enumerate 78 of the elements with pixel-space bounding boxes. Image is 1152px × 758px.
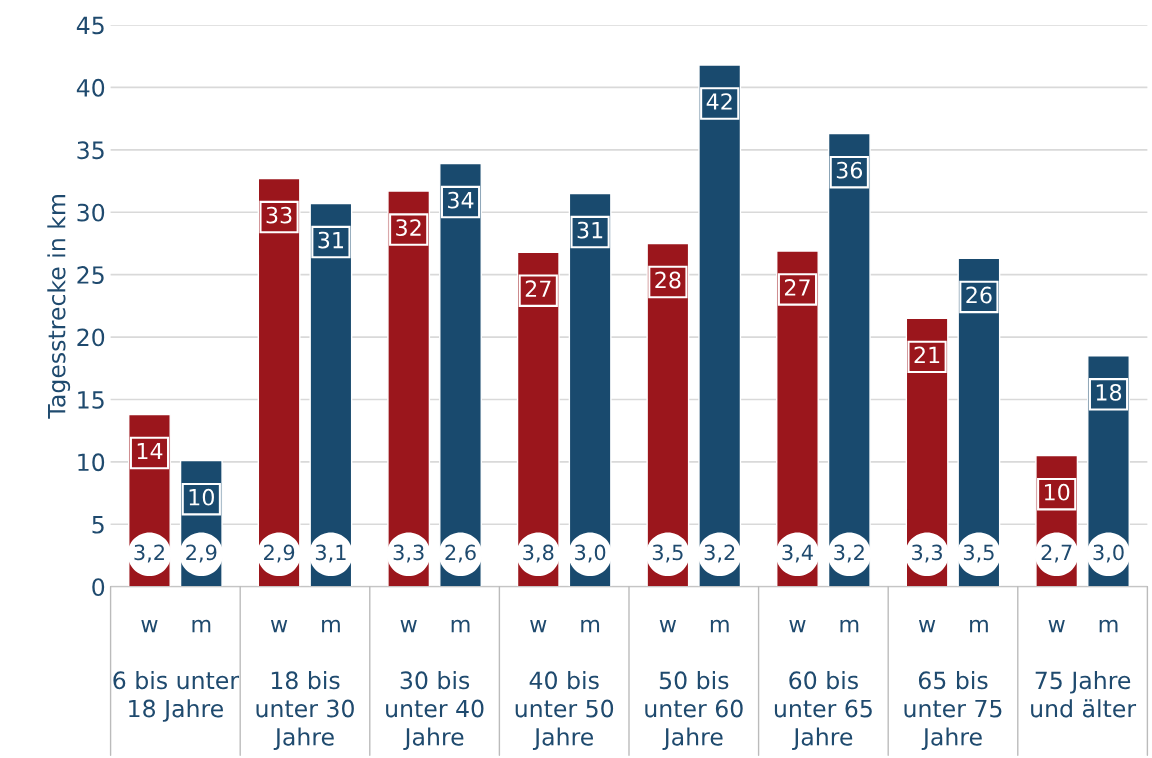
- annotation: 2,9: [264, 544, 295, 563]
- text: m: [1099, 619, 1118, 633]
- y-tick-label: 10: [78, 453, 105, 472]
- y-tick-label: 45: [76, 16, 104, 35]
- text: w: [530, 619, 547, 633]
- annotation: 3,1: [315, 544, 346, 563]
- text: w: [789, 619, 806, 633]
- bar: [309, 202, 353, 587]
- annotation: 3,4: [782, 544, 813, 563]
- data-label: 28: [655, 271, 681, 289]
- text: w: [918, 619, 936, 633]
- data-label: 10: [189, 488, 214, 506]
- annotation: 3,0: [1093, 544, 1124, 563]
- x-tick-label: 6 bis unter 18 Jahre: [113, 670, 240, 722]
- annotation: 3,8: [523, 544, 554, 563]
- data-label: 34: [448, 191, 474, 209]
- data-label: 32: [396, 219, 421, 236]
- annotation: 2,7: [1041, 544, 1072, 563]
- annotation: 3,3: [912, 544, 942, 563]
- data-label: 31: [318, 231, 343, 249]
- bar: [516, 251, 560, 587]
- data-label: 42: [706, 93, 732, 110]
- text: m: [710, 619, 729, 633]
- y-tick-label: 40: [76, 78, 105, 97]
- bar: [257, 177, 301, 587]
- text: w: [270, 619, 288, 633]
- y-tick-label: 5: [92, 516, 104, 534]
- data-label: 14: [137, 442, 163, 460]
- x-tick-label: 50 bis unter 60 Jahre: [645, 670, 743, 751]
- annotation: 2,9: [186, 544, 217, 563]
- annotation: 3,5: [652, 544, 683, 563]
- data-label: 26: [966, 286, 992, 304]
- data-label: 27: [784, 279, 810, 296]
- y-tick-label: 0: [92, 578, 105, 596]
- bar: [568, 192, 612, 587]
- annotation: 3,3: [393, 544, 424, 563]
- bar: [957, 257, 1001, 587]
- text: w: [400, 619, 417, 633]
- y-tick-label: 15: [78, 391, 104, 409]
- text: m: [451, 619, 470, 633]
- data-label: 10: [1044, 483, 1070, 501]
- text: m: [970, 619, 988, 633]
- data-label: 36: [836, 161, 863, 179]
- annotation: 2,6: [445, 544, 476, 563]
- bar: [439, 162, 482, 587]
- x-tick-label: 75 Jahre und älter: [1031, 670, 1137, 718]
- x-tick-label: 30 bis unter 40 Jahre: [386, 670, 484, 751]
- x-tick-label: 40 bis unter 50 Jahre: [515, 670, 614, 751]
- bar: [698, 64, 742, 587]
- annotation: 3,2: [704, 544, 735, 563]
- bar: [776, 250, 819, 587]
- annotation: 3,5: [963, 544, 994, 563]
- x-tick-label: 65 bis unter 75 Jahre: [904, 670, 1002, 751]
- x-tick-label: 60 bis unter 65 Jahre: [774, 670, 872, 751]
- data-label: 27: [525, 280, 551, 297]
- bar: [387, 190, 431, 587]
- text: m: [840, 619, 859, 633]
- data-label: 21: [914, 346, 940, 363]
- y-tick-label: 30: [77, 203, 105, 222]
- y-tick-label: 35: [77, 141, 104, 160]
- annotation: 3,0: [575, 544, 606, 563]
- bar: [646, 242, 690, 587]
- y-tick-label: 20: [77, 328, 105, 347]
- text: w: [659, 619, 677, 633]
- y-tick-label: 25: [77, 266, 104, 284]
- text: m: [322, 619, 340, 633]
- data-label: 31: [577, 221, 603, 239]
- series-label: w: [141, 619, 158, 633]
- series-label: m: [192, 619, 211, 633]
- annotation: 3,2: [834, 544, 864, 563]
- data-label: 18: [1096, 383, 1122, 401]
- text: w: [1048, 619, 1065, 633]
- x-tick-label: 18 bis unter 30 Jahre: [256, 670, 354, 751]
- text: m: [581, 619, 600, 633]
- data-label: 33: [266, 206, 292, 224]
- bar: [827, 132, 871, 587]
- y-axis-title: Tagesstrecke in km: [47, 195, 71, 419]
- annotation: 3,2: [134, 544, 164, 563]
